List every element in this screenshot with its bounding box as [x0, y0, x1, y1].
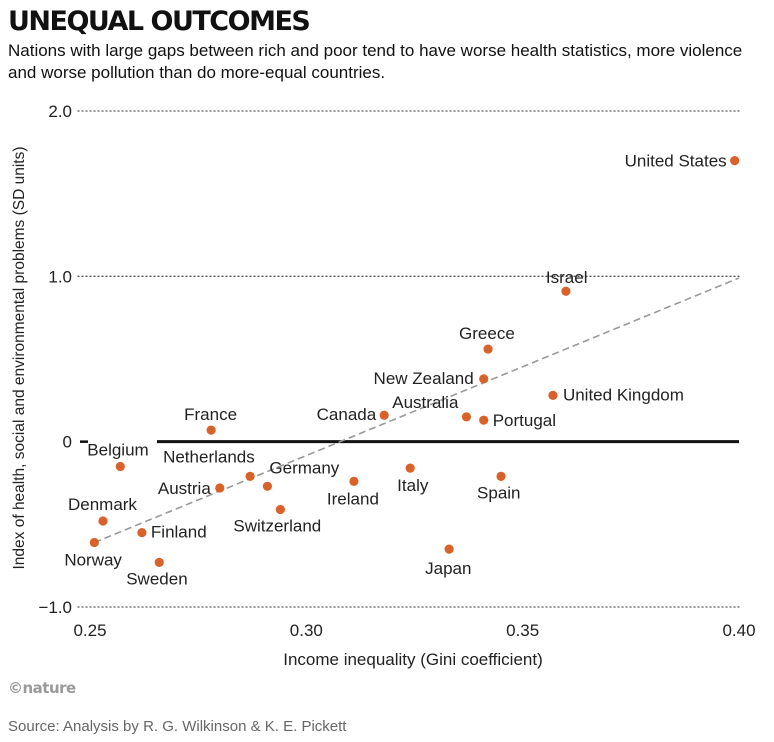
x-tick-label: 0.25	[73, 621, 106, 640]
nature-logo: ©nature	[8, 679, 76, 697]
label-germany: Germany	[269, 458, 339, 477]
label-japan: Japan	[425, 559, 471, 578]
source-note: Source: Analysis by R. G. Wilkinson & K.…	[8, 718, 347, 735]
label-new-zealand: New Zealand	[374, 369, 474, 388]
label-australia: Australia	[392, 393, 459, 412]
trend-layer	[94, 277, 740, 544]
label-canada: Canada	[317, 405, 377, 424]
country-labels: United States Israel Greece New Zealand Unit…	[64, 152, 726, 589]
label-norway: Norway	[64, 551, 122, 570]
point-austria	[215, 483, 225, 493]
point-netherlands	[245, 471, 255, 481]
point-germany	[262, 481, 272, 491]
label-greece: Greece	[459, 324, 515, 343]
point-norway	[89, 537, 99, 548]
point-australia	[461, 412, 472, 422]
data-points	[89, 156, 740, 567]
label-united-states: United States	[625, 152, 727, 171]
point-greece	[483, 344, 493, 354]
point-finland	[137, 528, 147, 538]
label-ireland: Ireland	[327, 489, 379, 508]
x-tick-label: 0.30	[290, 621, 323, 640]
chart-title: UNEQUAL OUTCOMES	[8, 6, 311, 37]
y-tick-label: 0	[63, 433, 72, 452]
label-finland: Finland	[151, 523, 207, 542]
point-italy	[405, 463, 415, 473]
point-denmark	[98, 516, 108, 526]
point-canada	[379, 410, 389, 420]
label-belgium: Belgium	[87, 440, 148, 459]
label-sweden: Sweden	[126, 569, 187, 588]
y-axis-label: Index of health, social and environmenta…	[11, 146, 28, 569]
point-france	[206, 425, 216, 435]
label-israel: Israel	[546, 268, 588, 287]
label-italy: Italy	[397, 476, 429, 495]
label-austria: Austria	[158, 479, 211, 498]
x-axis-label: Income inequality (Gini coefficient)	[283, 650, 543, 669]
point-ireland	[349, 476, 359, 486]
y-tick-label: −1.0	[38, 598, 72, 617]
point-belgium	[115, 461, 125, 472]
label-united-kingdom: United Kingdom	[563, 385, 684, 404]
point-israel	[561, 286, 571, 296]
y-tick-label: 1.0	[48, 267, 72, 286]
point-new-zealand	[479, 374, 489, 384]
point-portugal	[479, 415, 489, 425]
label-spain: Spain	[477, 483, 520, 502]
x-tick-label: 0.35	[506, 621, 539, 640]
label-denmark: Denmark	[68, 495, 137, 514]
point-spain	[496, 471, 506, 481]
chart-subtitle: Nations with large gaps between rich and…	[8, 41, 743, 82]
point-switzerland	[275, 504, 285, 515]
label-switzerland: Switzerland	[233, 516, 321, 535]
point-sweden	[154, 557, 164, 567]
label-netherlands: Netherlands	[163, 447, 255, 466]
trend-line	[94, 277, 740, 544]
x-tick-label: 0.40	[722, 621, 755, 640]
label-france: France	[184, 405, 237, 424]
gridlines	[77, 110, 740, 608]
label-portugal: Portugal	[493, 411, 556, 430]
point-japan	[444, 544, 454, 554]
point-united-kingdom	[548, 390, 558, 400]
point-united-states	[730, 156, 740, 166]
tick-labels: −1.0 0 1.0 2.0 0.25 0.30 0.35 0.40	[38, 102, 755, 640]
y-tick-label: 2.0	[48, 102, 72, 121]
